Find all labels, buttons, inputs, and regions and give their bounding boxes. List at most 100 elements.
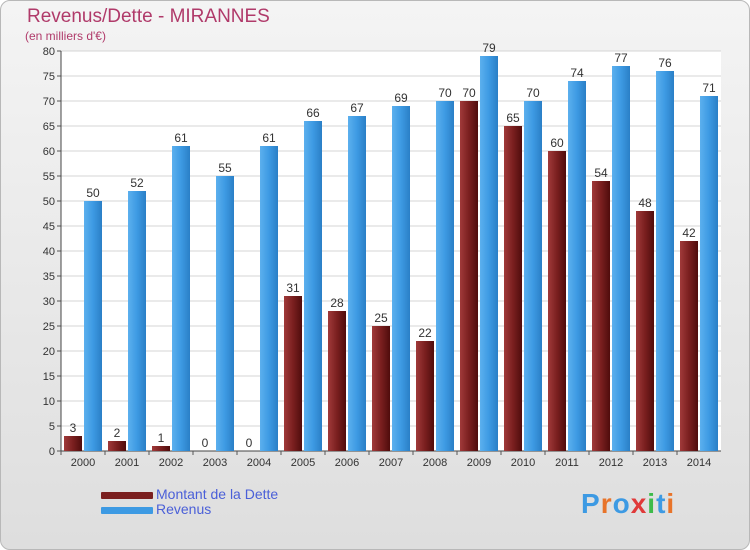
bar-revenus <box>436 101 454 451</box>
x-tick-label: 2002 <box>159 457 183 469</box>
bar-dette <box>460 101 478 451</box>
y-tick-label: 70 <box>43 96 55 108</box>
y-tick-label: 5 <box>49 421 55 433</box>
y-tick-label: 15 <box>43 371 55 383</box>
bar-dette <box>328 311 346 451</box>
data-label-dette: 2 <box>114 426 121 440</box>
x-tick-label: 2000 <box>71 457 95 469</box>
logo-letter: r <box>600 488 613 519</box>
data-label-revenus: 77 <box>614 51 628 65</box>
data-label-dette: 65 <box>506 111 520 125</box>
data-label-dette: 54 <box>594 166 608 180</box>
data-label-revenus: 71 <box>702 81 716 95</box>
bar-dette <box>636 211 654 451</box>
x-tick-label: 2001 <box>115 457 139 469</box>
bar-revenus <box>568 81 586 451</box>
data-label-revenus: 61 <box>262 131 276 145</box>
data-label-revenus: 50 <box>86 186 100 200</box>
bar-revenus <box>524 101 542 451</box>
data-label-revenus: 74 <box>570 66 584 80</box>
data-label-revenus: 66 <box>306 106 320 120</box>
y-tick-label: 50 <box>43 196 55 208</box>
data-label-dette: 22 <box>418 326 432 340</box>
chart-title: Revenus/Dette - MIRANNES <box>27 6 270 27</box>
bar-revenus <box>392 106 410 451</box>
bar-revenus <box>84 201 102 451</box>
x-tick-label: 2006 <box>335 457 359 469</box>
data-label-revenus: 79 <box>482 41 496 55</box>
bar-revenus <box>260 146 278 451</box>
x-tick-label: 2003 <box>203 457 227 469</box>
data-label-revenus: 70 <box>438 86 452 100</box>
bar-revenus <box>656 71 674 451</box>
legend-swatch-dette <box>101 492 153 499</box>
bar-revenus <box>480 56 498 451</box>
legend-label-revenus: Revenus <box>156 501 212 517</box>
y-tick-label: 60 <box>43 146 55 158</box>
logo-letter: i <box>647 488 657 519</box>
data-label-revenus: 55 <box>218 161 232 175</box>
y-tick-label: 25 <box>43 321 55 333</box>
data-label-dette: 70 <box>462 86 476 100</box>
bar-dette <box>416 341 434 451</box>
data-label-dette: 25 <box>374 311 388 325</box>
bar-revenus <box>612 66 630 451</box>
data-label-dette: 28 <box>330 296 344 310</box>
legend-label-dette: Montant de la Dette <box>156 486 279 502</box>
y-tick-label: 75 <box>43 71 55 83</box>
y-tick-label: 55 <box>43 171 55 183</box>
y-tick-label: 30 <box>43 296 55 308</box>
bar-dette <box>592 181 610 451</box>
bar-revenus <box>348 116 366 451</box>
bar-dette <box>504 126 522 451</box>
data-label-dette: 1 <box>158 431 165 445</box>
logo-letter: t <box>656 488 667 519</box>
bar-dette <box>64 436 82 451</box>
y-tick-label: 45 <box>43 221 55 233</box>
bar-dette <box>548 151 566 451</box>
legend-swatch-revenus <box>101 507 153 514</box>
x-tick-label: 2012 <box>599 457 623 469</box>
logo-letter: i <box>666 488 676 519</box>
bar-revenus <box>172 146 190 451</box>
data-label-dette: 31 <box>286 281 300 295</box>
y-tick-label: 0 <box>49 446 55 458</box>
bar-dette <box>152 446 170 451</box>
data-label-revenus: 70 <box>526 86 540 100</box>
logo-letter: x <box>630 488 648 519</box>
y-tick-label: 20 <box>43 346 55 358</box>
x-tick-label: 2010 <box>511 457 535 469</box>
data-label-revenus: 52 <box>130 176 144 190</box>
y-tick-label: 65 <box>43 121 55 133</box>
bar-revenus <box>216 176 234 451</box>
bar-dette <box>372 326 390 451</box>
data-label-revenus: 61 <box>174 131 188 145</box>
x-tick-label: 2008 <box>423 457 447 469</box>
chart-subtitle: (en milliers d'€) <box>25 29 106 43</box>
bar-dette <box>680 241 698 451</box>
data-label-dette: 42 <box>682 226 696 240</box>
logo-letter: o <box>612 488 631 519</box>
x-tick-label: 2014 <box>687 457 711 469</box>
data-label-dette: 3 <box>70 421 77 435</box>
y-tick-label: 80 <box>43 46 55 58</box>
proxiti-logo: Proxiti <box>581 488 675 520</box>
data-label-revenus: 67 <box>350 101 364 115</box>
x-tick-label: 2009 <box>467 457 491 469</box>
x-tick-label: 2005 <box>291 457 315 469</box>
x-tick-label: 2013 <box>643 457 667 469</box>
bar-revenus <box>304 121 322 451</box>
y-tick-label: 35 <box>43 271 55 283</box>
bar-revenus <box>128 191 146 451</box>
x-tick-label: 2004 <box>247 457 271 469</box>
y-tick-label: 10 <box>43 396 55 408</box>
data-label-dette: 60 <box>550 136 564 150</box>
x-tick-label: 2007 <box>379 457 403 469</box>
bar-revenus <box>700 96 718 451</box>
bar-dette <box>108 441 126 451</box>
x-tick-label: 2011 <box>555 457 579 469</box>
data-label-dette: 0 <box>202 436 209 450</box>
bar-dette <box>284 296 302 451</box>
logo-letter: P <box>581 488 601 519</box>
